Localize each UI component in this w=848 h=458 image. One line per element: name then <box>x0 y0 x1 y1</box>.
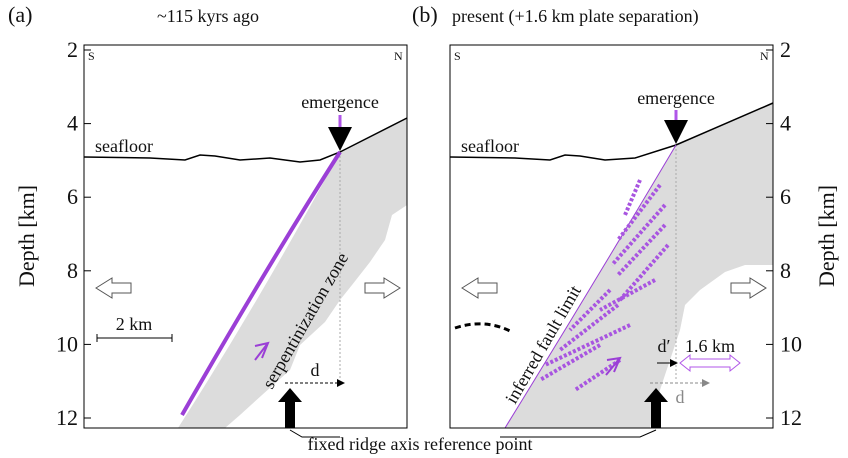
extension-arrow <box>730 277 767 299</box>
axis-title: Depth [km] <box>814 185 839 287</box>
footer-leader <box>289 429 657 438</box>
seafloor-label: seafloor <box>95 136 153 156</box>
d-label: d <box>676 387 685 407</box>
panel-frame <box>449 44 774 429</box>
north-label: N <box>394 49 403 63</box>
y-tick-label: 10 <box>56 331 78 356</box>
emergence-label: emergence <box>301 92 379 112</box>
extension-arrow <box>364 277 401 299</box>
y-tick-label: 2 <box>780 37 791 62</box>
fault <box>504 144 677 429</box>
y-tick-label: 6 <box>780 184 791 209</box>
reference-arrow <box>644 388 668 428</box>
panel-title: present (+1.6 km plate separation) <box>452 6 699 27</box>
slip-arrow <box>254 341 270 361</box>
d-prime-label: d′ <box>658 336 671 356</box>
y-tick-label: 10 <box>780 331 802 356</box>
y-tick-label: 12 <box>780 405 802 430</box>
extension-arrow <box>461 277 498 299</box>
y-tick-label: 8 <box>67 258 78 283</box>
seafloor-label: seafloor <box>461 136 519 156</box>
y-tick-label: 4 <box>780 111 791 136</box>
scale-label: 2 km <box>116 314 153 334</box>
seafloor-line <box>449 102 774 161</box>
y-tick-label: 2 <box>67 37 78 62</box>
south-label: S <box>454 49 461 63</box>
extension-arrow <box>95 277 132 299</box>
fault <box>180 150 342 416</box>
axis-title: Depth [km] <box>14 185 39 287</box>
panel-label: (b) <box>412 2 438 27</box>
slip-arrow <box>605 356 622 376</box>
rock-fill <box>178 118 407 428</box>
north-label: N <box>760 49 769 63</box>
panel-label: (a) <box>8 2 32 27</box>
axis-ticks: 2 2 4 4 6 6 8 8 10 10 12 12 <box>56 37 802 430</box>
panel-frame <box>83 44 408 429</box>
fault-dashes <box>538 179 670 392</box>
y-tick-label: 12 <box>56 405 78 430</box>
y-tick-label: 4 <box>67 111 78 136</box>
rock-fill <box>505 103 773 428</box>
panel-b: (b) present (+1.6 km plate separation) S… <box>412 2 774 429</box>
seafloor-line <box>83 117 408 163</box>
reference-arrow <box>278 388 302 428</box>
panel-title: ~115 kyrs ago <box>157 6 259 26</box>
d-label: d <box>311 360 320 380</box>
old-fault-trace <box>454 322 513 334</box>
separation-arrow <box>679 353 741 373</box>
y-tick-label: 8 <box>780 258 791 283</box>
emergence-label: emergence <box>637 88 715 108</box>
south-label: S <box>88 49 95 63</box>
footer-label: fixed ridge axis reference point <box>308 434 533 454</box>
y-tick-label: 6 <box>67 184 78 209</box>
panel-a: (a) ~115 kyrs ago S N seafloor emergence… <box>8 2 408 429</box>
separation-label: 1.6 km <box>685 336 735 356</box>
